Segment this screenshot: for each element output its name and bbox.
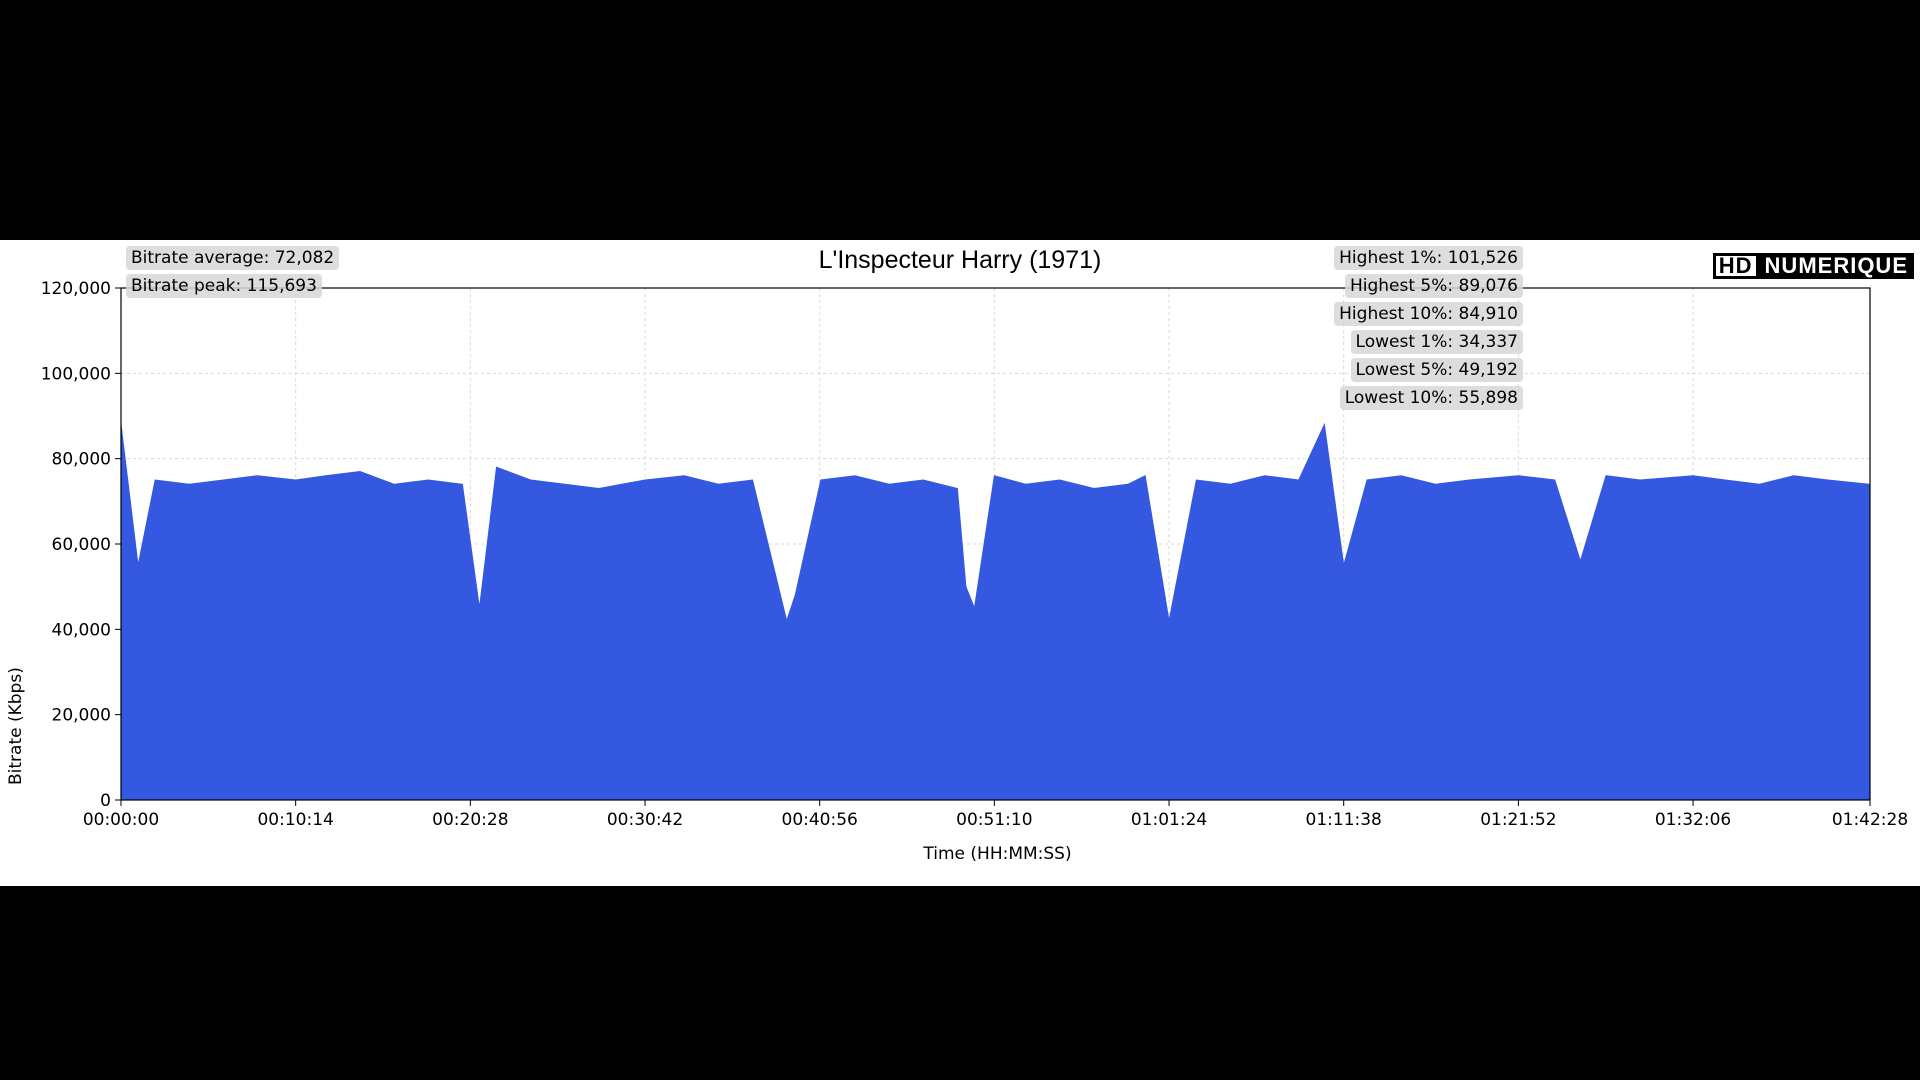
stat-highest-5: Highest 5%: 89,076: [1344, 274, 1523, 298]
x-tick-label: 00:30:42: [607, 810, 683, 830]
stat-lowest-10: Lowest 10%: 55,898: [1339, 386, 1523, 410]
y-tick-label: 120,000: [41, 279, 111, 299]
y-tick-label: 20,000: [52, 706, 111, 726]
y-tick-label: 40,000: [52, 620, 111, 640]
stat-bitrate-peak: Bitrate peak: 115,693: [126, 274, 322, 298]
x-tick-label: 01:32:06: [1655, 810, 1731, 830]
y-tick-label: 80,000: [52, 450, 111, 470]
logo-hd: HD: [1712, 253, 1759, 279]
x-tick-label: 01:01:24: [1131, 810, 1207, 830]
x-axis-label: Time (HH:MM:SS): [923, 844, 1072, 864]
x-tick-label: 01:21:52: [1480, 810, 1556, 830]
x-tick-label: 00:51:10: [956, 810, 1032, 830]
stat-lowest-1: Lowest 1%: 34,337: [1350, 330, 1523, 354]
y-tick-label: 60,000: [52, 535, 111, 555]
y-tick-label: 100,000: [41, 364, 111, 384]
bitrate-area: [120, 422, 1871, 801]
x-tick-label: 00:20:28: [432, 810, 508, 830]
stat-highest-1: Highest 1%: 101,526: [1334, 246, 1523, 270]
bitrate-plot: 0 20,000 40,000 60,000 80,000 100,000 120,000 0…: [41, 279, 1908, 830]
chart-frame: L'Inspecteur Harry (1971) HD NUMERIQUE 0…: [0, 240, 1920, 886]
stat-bitrate-average: Bitrate average: 72,082: [126, 246, 340, 270]
y-tick-label: 0: [100, 791, 111, 811]
stat-lowest-5: Lowest 5%: 49,192: [1350, 358, 1523, 382]
hd-numerique-logo: HD NUMERIQUE: [1712, 253, 1914, 279]
y-axis-label: Bitrate (Kbps): [6, 667, 26, 785]
x-tick-label: 00:40:56: [782, 810, 858, 830]
x-tick-label: 01:42:28: [1832, 810, 1908, 830]
x-tick-label: 00:10:14: [257, 810, 333, 830]
x-tick-label: 01:11:38: [1306, 810, 1382, 830]
stat-highest-10: Highest 10%: 84,910: [1334, 302, 1523, 326]
chart-title: L'Inspecteur Harry (1971): [818, 246, 1102, 274]
x-tick-label: 00:00:00: [83, 810, 159, 830]
logo-numerique: NUMERIQUE: [1758, 253, 1914, 279]
